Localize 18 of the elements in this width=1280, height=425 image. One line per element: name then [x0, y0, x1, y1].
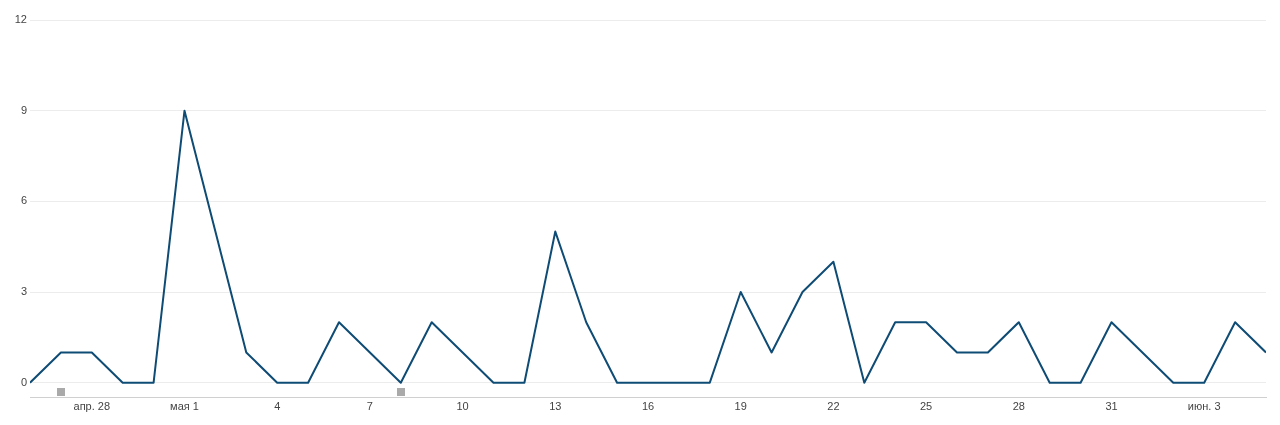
x-tick-label: 7	[366, 400, 373, 413]
x-tick-label: 25	[919, 400, 933, 413]
x-tick-label: 28	[1012, 400, 1025, 413]
y-tick-label: 6	[20, 194, 27, 207]
x-tick-label: июн. 3	[1187, 400, 1221, 413]
x-tick-label: 4	[274, 400, 281, 413]
x-tick-label: 16	[641, 400, 655, 413]
x-tick-label: 10	[456, 400, 469, 413]
y-tick-label: 9	[20, 103, 27, 116]
y-tick-label: 12	[14, 13, 27, 26]
y-tick-label: 3	[20, 285, 27, 298]
x-tick-label: 19	[734, 400, 747, 413]
y-tick-label: 0	[20, 375, 27, 388]
x-tick-label: 13	[549, 400, 562, 413]
x-tick-label: апр. 28	[73, 400, 111, 413]
x-tick-label: мая 1	[170, 400, 199, 413]
x-tick-label: 31	[1105, 400, 1118, 413]
x-tick-label: 22	[827, 400, 840, 413]
